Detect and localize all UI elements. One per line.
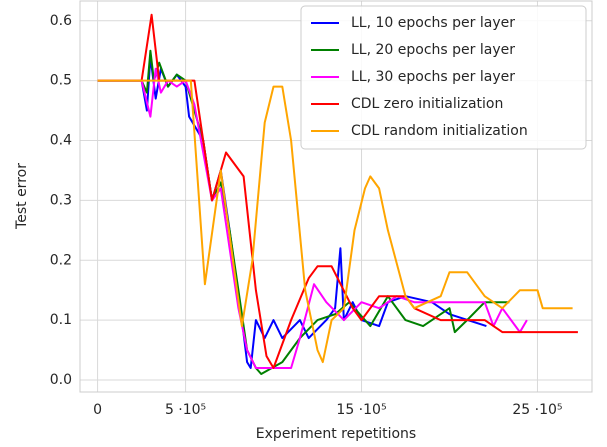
plot-frame bbox=[79, 0, 593, 393]
x-tick-label: 0 bbox=[93, 402, 102, 418]
legend-label: LL, 30 epochs per layer bbox=[351, 69, 515, 85]
x-tick-label: 25 ·10⁵ bbox=[512, 402, 562, 418]
legend-label: CDL zero initialization bbox=[351, 96, 503, 112]
y-tick-label: 0.6 bbox=[50, 13, 72, 29]
x-tick-label: 5 ·10⁵ bbox=[165, 402, 206, 418]
series-line bbox=[97, 79, 573, 364]
y-tick-label: 0.2 bbox=[50, 252, 72, 268]
legend-box bbox=[300, 5, 587, 150]
y-tick-label: 0.0 bbox=[50, 372, 72, 388]
y-tick-label: 0.4 bbox=[50, 133, 72, 149]
y-axis-label: Test error bbox=[14, 163, 30, 230]
legend-label: CDL random initialization bbox=[351, 123, 528, 139]
y-tick-label: 0.1 bbox=[50, 312, 72, 328]
y-tick-label: 0.3 bbox=[50, 192, 72, 208]
x-axis-label: Experiment repetitions bbox=[256, 426, 416, 442]
legend-label: LL, 10 epochs per layer bbox=[351, 15, 515, 31]
x-tick-label: 15 ·10⁵ bbox=[336, 402, 386, 418]
legend-label: LL, 20 epochs per layer bbox=[351, 42, 515, 58]
y-tick-label: 0.5 bbox=[50, 73, 72, 89]
